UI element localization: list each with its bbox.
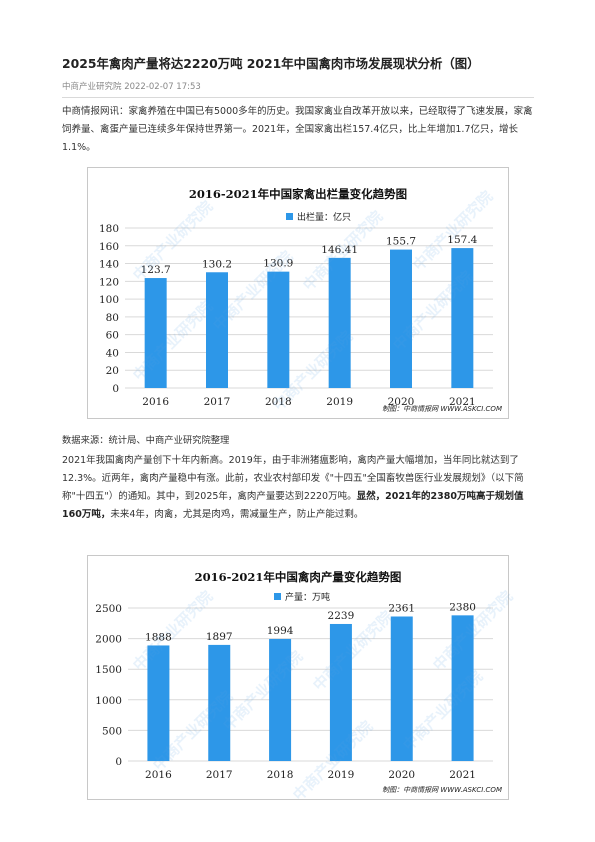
bar <box>329 623 352 761</box>
bar <box>269 638 292 761</box>
bar <box>144 278 167 388</box>
x-tick-label: 2018 <box>267 769 294 781</box>
y-tick-label: 160 <box>99 241 119 253</box>
y-tick-label: 140 <box>99 259 119 271</box>
chart-plot: 0 20 40 60 80 100 120 140 160 180 123.7 2016 130.2 20… <box>99 223 493 408</box>
y-tick-label: 0 <box>115 756 122 768</box>
data-label: 130.9 <box>263 258 293 270</box>
bar <box>206 272 228 388</box>
bar <box>208 644 231 761</box>
data-label: 2361 <box>388 603 415 615</box>
chart-title: 2016-2021年中国家禽出栏量变化趋势图 <box>188 187 408 201</box>
chart-credit: 制图：中商情报网 WWW.ASKCI.COM <box>382 405 502 413</box>
data-label: 146.41 <box>321 244 358 256</box>
data-label: 155.7 <box>386 236 416 248</box>
y-tick-label: 80 <box>106 312 119 324</box>
x-tick-label: 2021 <box>449 396 476 408</box>
x-tick-label: 2019 <box>328 769 355 781</box>
x-tick-label: 2021 <box>449 769 476 781</box>
y-tick-label: 2000 <box>95 634 122 646</box>
y-tick-label: 60 <box>106 330 119 342</box>
data-label: 123.7 <box>141 264 171 276</box>
y-tick-label: 500 <box>102 725 122 737</box>
analysis-paragraph: 2021年我国禽肉产量创下十年内新高。2019年，由于非洲猪瘟影响，禽肉产量大幅… <box>62 452 540 524</box>
x-tick-label: 2018 <box>265 396 292 408</box>
chart-credit: 制图：中商情报网 WWW.ASKCI.COM <box>382 786 502 794</box>
data-label: 1897 <box>206 631 233 643</box>
bar <box>390 249 412 388</box>
x-tick-label: 2016 <box>145 769 172 781</box>
poultry-slaughter-chart: 2016-2021年中国家禽出栏量变化趋势图 出栏量：亿只 0 20 40 60 80 1… <box>87 167 509 419</box>
analysis-tail-text: 未来4年，肉禽，尤其是肉鸡，需减量生产，防止产能过剩。 <box>110 509 364 520</box>
intro-paragraph: 中商情报网讯：家禽养殖在中国已有5000多年的历史。我国家禽业自改革开放以来，已… <box>62 106 533 153</box>
y-tick-label: 20 <box>106 365 119 377</box>
y-tick-label: 2500 <box>95 603 122 615</box>
poultry-meat-output-chart: 2016-2021年中国禽肉产量变化趋势图 产量：万吨 0 500 1000 1500… <box>87 555 509 800</box>
legend-label: 出栏量：亿只 <box>297 213 352 223</box>
bar <box>328 257 351 388</box>
y-tick-label: 120 <box>99 276 119 288</box>
x-tick-label: 2016 <box>142 396 169 408</box>
chart-legend: 出栏量：亿只 <box>286 210 351 223</box>
analysis-bold-text: 显然，2021年的2380万吨高于规划值160万吨， <box>62 491 524 520</box>
bar <box>267 271 290 388</box>
legend-label: 产量：万吨 <box>285 593 331 603</box>
article-title: 2025年禽肉产量将达2220万吨 2021年中国禽肉市场发展现状分析（图） <box>62 56 480 71</box>
y-tick-label: 0 <box>112 383 119 395</box>
y-tick-label: 180 <box>99 223 119 235</box>
data-source: 数据来源：统计局、中商产业研究院整理 <box>62 435 230 446</box>
x-tick-label: 2017 <box>206 769 233 781</box>
x-tick-label: 2020 <box>388 769 415 781</box>
data-label: 2380 <box>449 601 476 613</box>
data-label: 1888 <box>145 631 172 643</box>
x-tick-label: 2017 <box>204 396 231 408</box>
y-tick-label: 100 <box>99 294 119 306</box>
bar <box>451 615 474 761</box>
data-label: 2239 <box>328 610 355 622</box>
data-label: 157.4 <box>447 234 477 246</box>
divider <box>62 97 534 98</box>
y-tick-label: 1500 <box>95 664 122 676</box>
bar <box>451 248 474 388</box>
y-tick-label: 40 <box>106 347 119 359</box>
chart-plot: 0 500 1000 1500 2000 2500 1888 2016 1897 2017 1994… <box>95 601 493 781</box>
x-tick-label: 2019 <box>326 396 353 408</box>
x-tick-label: 2020 <box>388 396 415 408</box>
legend-swatch <box>274 593 281 600</box>
article-meta: 中商产业研究院 2022-02-07 17:53 <box>62 82 201 92</box>
y-tick-label: 1000 <box>95 695 122 707</box>
bar <box>147 645 170 761</box>
data-label: 130.2 <box>202 258 232 270</box>
chart-legend: 产量：万吨 <box>274 590 330 603</box>
data-label: 1994 <box>267 625 294 637</box>
analysis-text: 2021年我国禽肉产量创下十年内新高。2019年，由于非洲猪瘟影响，禽肉产量大幅… <box>62 455 524 502</box>
legend-swatch <box>286 213 293 220</box>
chart-title: 2016-2021年中国禽肉产量变化趋势图 <box>194 570 402 584</box>
bar <box>390 616 413 761</box>
